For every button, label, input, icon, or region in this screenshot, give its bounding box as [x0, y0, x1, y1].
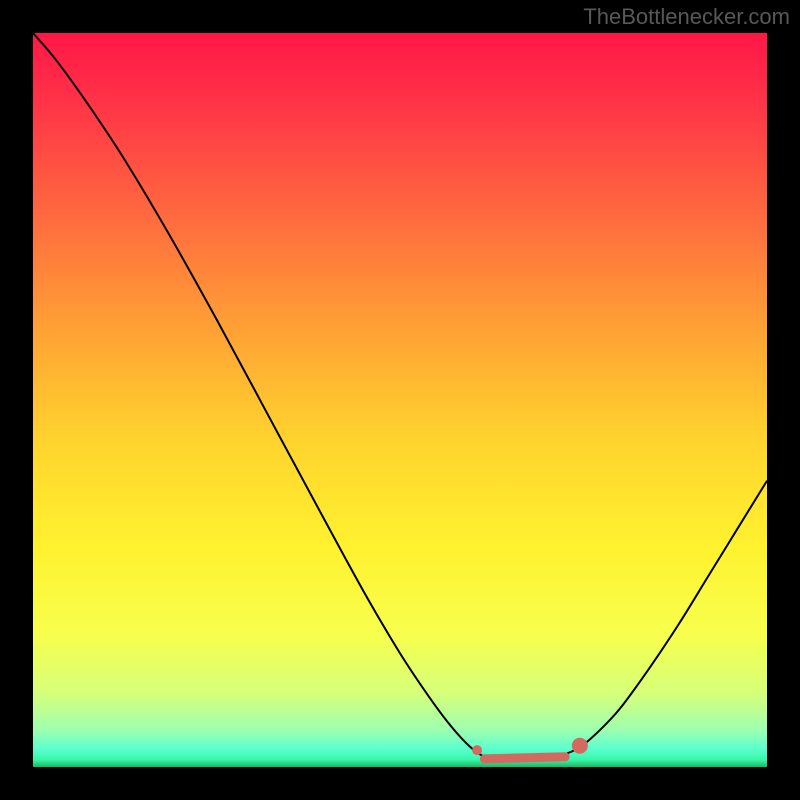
chart-svg — [33, 33, 767, 767]
chart-plot-area — [33, 33, 767, 767]
watermark-text: TheBottlenecker.com — [583, 4, 790, 30]
